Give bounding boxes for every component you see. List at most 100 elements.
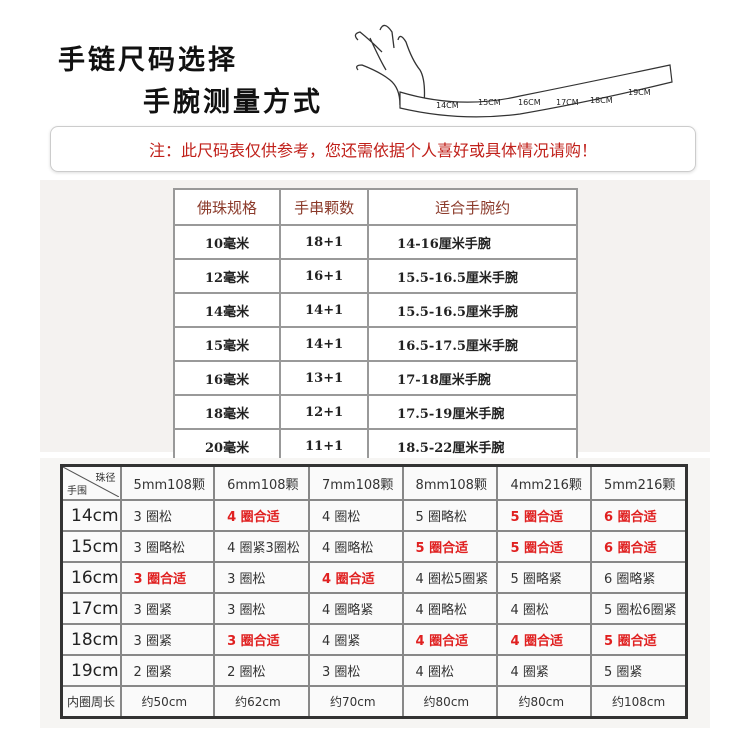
table-cell: 3 圈紧 [119, 592, 216, 625]
table-cell: 4 圈松5圈紧 [401, 561, 499, 594]
table-cell: 6 圈略紧 [590, 561, 688, 594]
fit-cell: 5 圈合适 [401, 530, 499, 563]
corner-header: 珠径 手围 [60, 464, 122, 501]
table-row: 19cm 2 圈紧 2 圈松 3 圈松 4 圈松 4 圈紧 5 圈紧 [60, 654, 688, 687]
table-cell: 4 圈松 [308, 499, 404, 532]
table-cell: 2 圈紧 [119, 654, 216, 687]
diagonal-line [63, 467, 119, 497]
bead-size-cell: 10毫米 [172, 224, 282, 260]
table-cell: 4 圈松 [496, 592, 592, 625]
row-header: 19cm [60, 654, 122, 687]
corner-top-label: 珠径 [95, 473, 116, 484]
tape-label: 17CM [556, 98, 579, 107]
fit-cell: 6 圈合适 [590, 530, 688, 563]
circumference-cell: 约70cm [308, 685, 404, 719]
bead-size-cell: 15毫米 [172, 326, 282, 362]
table-cell: 2 圈松 [213, 654, 310, 687]
wrist-range-cell: 17-18厘米手腕 [367, 360, 578, 396]
bead-size-cell: 18毫米 [172, 394, 282, 430]
table-row: 12毫米 16+1 15.5-16.5厘米手腕 [172, 258, 578, 294]
tape-label: 19CM [628, 88, 651, 97]
table-cell: 3 圈松 [119, 499, 216, 532]
table-cell: 5 圈略松 [401, 499, 499, 532]
fit-cell: 5 圈合适 [590, 623, 688, 656]
tape-label: 16CM [518, 98, 541, 107]
bead-size-cell: 14毫米 [172, 292, 282, 328]
table-row: 10毫米 18+1 14-16厘米手腕 [172, 224, 578, 260]
page-subtitle: 手腕测量方式 [143, 87, 323, 118]
table-row: 14cm 3 圈松 4 圈合适 4 圈松 5 圈略松 5 圈合适 6 圈合适 [60, 499, 688, 532]
table-cell: 4 圈紧 [308, 623, 404, 656]
circumference-cell: 约80cm [401, 685, 499, 719]
bead-count-cell: 14+1 [279, 292, 370, 328]
column-header: 4mm216颗 [496, 464, 592, 501]
row-header: 18cm [60, 623, 122, 656]
footer-row: 内圈周长 约50cm 约62cm 约70cm 约80cm 约80cm 约108cm [60, 685, 688, 719]
bead-count-cell: 13+1 [279, 360, 370, 396]
table-header-row: 珠径 手围 5mm108颗 6mm108颗 7mm108颗 8mm108颗 4m… [60, 464, 688, 501]
wrist-range-cell: 17.5-19厘米手腕 [367, 394, 578, 430]
row-header: 14cm [60, 499, 122, 532]
wrist-size-table: 珠径 手围 5mm108颗 6mm108颗 7mm108颗 8mm108颗 4m… [60, 464, 688, 719]
fit-cell: 4 圈合适 [401, 623, 499, 656]
column-header: 5mm108颗 [119, 464, 216, 501]
page-title: 手链尺码选择 [58, 45, 238, 76]
table-row: 14毫米 14+1 15.5-16.5厘米手腕 [172, 292, 578, 328]
table-row: 15cm 3 圈略松 4 圈紧3圈松 4 圈略松 5 圈合适 5 圈合适 6 圈合适 [60, 530, 688, 563]
fit-cell: 4 圈合适 [308, 561, 404, 594]
measuring-tape [399, 64, 673, 118]
wrist-range-cell: 15.5-16.5厘米手腕 [367, 292, 578, 328]
fit-cell: 3 圈合适 [119, 561, 216, 594]
fit-cell: 6 圈合适 [590, 499, 688, 532]
row-header: 内圈周长 [60, 685, 122, 719]
wrist-range-cell: 15.5-16.5厘米手腕 [367, 258, 578, 294]
table-cell: 4 圈松 [401, 654, 499, 687]
corner-bottom-label: 手围 [67, 486, 87, 497]
fit-cell: 3 圈合适 [213, 623, 310, 656]
column-header: 7mm108颗 [308, 464, 404, 501]
wrist-range-cell: 14-16厘米手腕 [367, 224, 578, 260]
fit-cell: 4 圈合适 [213, 499, 310, 532]
bead-count-cell: 18+1 [279, 224, 370, 260]
circumference-cell: 约50cm [119, 685, 216, 719]
column-header: 8mm108颗 [401, 464, 499, 501]
table-cell: 4 圈略紧 [308, 592, 404, 625]
table-cell: 3 圈略松 [119, 530, 216, 563]
bead-count-cell: 14+1 [279, 326, 370, 362]
bead-count-cell: 16+1 [279, 258, 370, 294]
row-header: 16cm [60, 561, 122, 594]
table-row: 16cm 3 圈合适 3 圈松 4 圈合适 4 圈松5圈紧 5 圈略紧 6 圈略紧 [60, 561, 688, 594]
fit-cell: 5 圈合适 [496, 530, 592, 563]
row-header: 17cm [60, 592, 122, 625]
bead-size-cell: 12毫米 [172, 258, 282, 294]
table-cell: 4 圈略松 [308, 530, 404, 563]
table-row: 18毫米 12+1 17.5-19厘米手腕 [172, 394, 578, 430]
table-cell: 5 圈紧 [590, 654, 688, 687]
tape-label: 18CM [590, 96, 613, 105]
table-cell: 5 圈松6圈紧 [590, 592, 688, 625]
bead-size-table: 佛珠规格 手串颗数 适合手腕约 10毫米 18+1 14-16厘米手腕 12毫米 16+… [172, 188, 578, 464]
tape-label: 14CM [436, 101, 459, 110]
table-cell: 4 圈略松 [401, 592, 499, 625]
column-header: 5mm216颗 [590, 464, 688, 501]
table-cell: 4 圈紧3圈松 [213, 530, 310, 563]
hand-measuring-tape-illustration: 14CM 15CM 16CM 17CM 18CM 19CM [354, 24, 673, 118]
table-row: 18cm 3 圈紧 3 圈合适 4 圈紧 4 圈合适 4 圈合适 5 圈合适 [60, 623, 688, 656]
table-row: 16毫米 13+1 17-18厘米手腕 [172, 360, 578, 396]
table-cell: 3 圈紧 [119, 623, 216, 656]
circumference-cell: 约108cm [590, 685, 688, 719]
table-header-row: 佛珠规格 手串颗数 适合手腕约 [172, 188, 578, 226]
tape-label: 15CM [478, 98, 501, 107]
table-cell: 3 圈松 [213, 592, 310, 625]
fit-cell: 4 圈合适 [496, 623, 592, 656]
bead-count-cell: 12+1 [279, 394, 370, 430]
circumference-cell: 约62cm [213, 685, 310, 719]
row-header: 15cm [60, 530, 122, 563]
column-header: 手串颗数 [279, 188, 370, 226]
table-row: 15毫米 14+1 16.5-17.5厘米手腕 [172, 326, 578, 362]
table-cell: 4 圈紧 [496, 654, 592, 687]
column-header: 适合手腕约 [367, 188, 578, 226]
table-cell: 5 圈略紧 [496, 561, 592, 594]
wrist-range-cell: 16.5-17.5厘米手腕 [367, 326, 578, 362]
